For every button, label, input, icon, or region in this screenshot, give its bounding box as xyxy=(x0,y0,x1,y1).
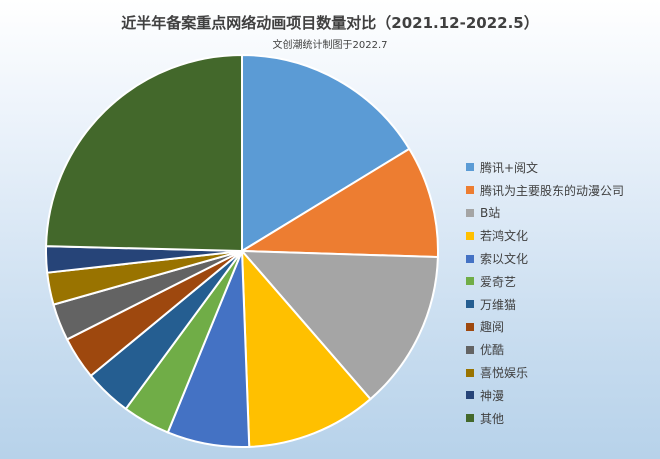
legend-label: 爱奇艺 xyxy=(480,274,517,289)
pie-slice-2 xyxy=(238,147,439,259)
legend-swatch xyxy=(466,277,474,286)
legend-swatch xyxy=(466,231,474,240)
legend-swatch xyxy=(466,391,474,400)
legend-label: 腾讯为主要股东的动漫公司 xyxy=(480,183,625,198)
legend-swatch xyxy=(466,254,474,263)
legend-label: 索以文化 xyxy=(480,252,529,267)
legend-item: 优酷 xyxy=(466,338,656,361)
legend-item: 腾讯为主要股东的动漫公司 xyxy=(466,179,656,202)
legend-label: 若鸿文化 xyxy=(480,229,529,244)
legend-swatch xyxy=(466,163,474,172)
pie-slice-4 xyxy=(240,248,372,448)
legend-item: 其他 xyxy=(466,407,656,430)
legend-item: 神漫 xyxy=(466,384,656,407)
legend-label: 其他 xyxy=(480,411,505,426)
legend-item: 腾讯+阅文 xyxy=(466,156,656,179)
pie-slice-12 xyxy=(45,53,243,253)
legend-item: 若鸿文化 xyxy=(466,224,656,247)
pie-slice-3 xyxy=(239,249,439,401)
legend: 腾讯+阅文腾讯为主要股东的动漫公司 B站若鸿文化索以文化爱奇艺万维猫趣阅优酷喜悦娱… xyxy=(466,156,656,430)
chart-subtitle: 文创潮统计制图于2022.7 xyxy=(272,40,388,51)
legend-label: B站 xyxy=(480,206,501,221)
legend-swatch xyxy=(466,208,474,217)
legend-item: 喜悦娱乐 xyxy=(466,361,656,384)
legend-swatch xyxy=(466,186,474,195)
pie-slice-1 xyxy=(241,53,411,253)
legend-item: 索以文化 xyxy=(466,247,656,270)
legend-swatch xyxy=(466,300,474,309)
legend-label: 腾讯+阅文 xyxy=(480,160,539,175)
legend-item: B站 xyxy=(466,202,656,225)
chart-title: 近半年备案重点网络动画项目数量对比（2021.12-2022.5） xyxy=(121,14,539,32)
legend-item: 爱奇艺 xyxy=(466,270,656,293)
legend-label: 优酷 xyxy=(480,343,505,358)
legend-item: 趣阅 xyxy=(466,316,656,339)
legend-swatch xyxy=(466,345,474,354)
legend-swatch xyxy=(466,368,474,377)
legend-item: 万维猫 xyxy=(466,293,656,316)
legend-label: 万维猫 xyxy=(480,297,517,312)
legend-label: 趣阅 xyxy=(480,320,505,335)
legend-swatch xyxy=(466,322,474,331)
legend-swatch xyxy=(466,414,474,423)
legend-label: 神漫 xyxy=(480,388,505,403)
legend-label: 喜悦娱乐 xyxy=(480,366,529,381)
